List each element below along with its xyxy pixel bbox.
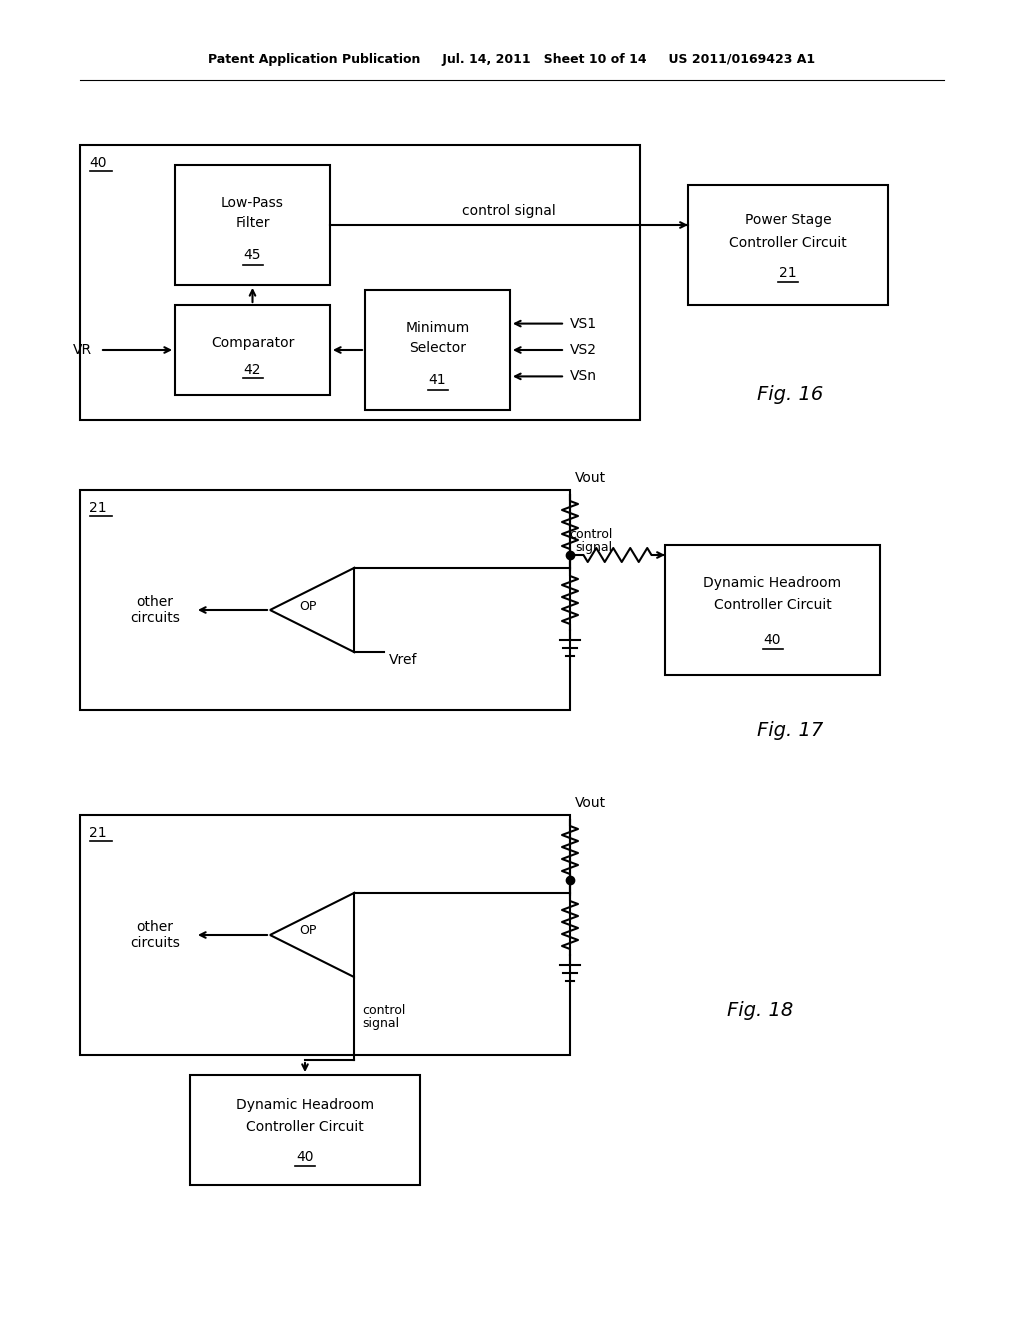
Text: Vref: Vref [389,653,418,667]
Text: Low-Pass: Low-Pass [221,195,284,210]
Text: 45: 45 [244,248,261,261]
Bar [688,185,888,305]
Text: Controller Circuit: Controller Circuit [729,236,847,249]
Text: control signal: control signal [462,205,556,218]
Bar [80,145,640,420]
Text: Vout: Vout [575,471,606,484]
Text: other
circuits: other circuits [130,595,180,626]
Text: 41: 41 [429,374,446,387]
Text: Comparator: Comparator [211,337,294,350]
Text: Vout: Vout [575,796,606,810]
Text: 40: 40 [89,156,106,170]
Text: control: control [569,528,612,541]
Text: Controller Circuit: Controller Circuit [246,1119,364,1134]
Text: OP: OP [299,599,316,612]
Text: Fig. 18: Fig. 18 [727,1001,794,1019]
Text: Dynamic Headroom: Dynamic Headroom [703,576,842,590]
Text: OP: OP [299,924,316,937]
Text: 21: 21 [779,267,797,280]
Text: Fig. 16: Fig. 16 [757,385,823,404]
Text: control: control [362,1005,406,1016]
Text: 21: 21 [89,826,106,840]
Bar [175,165,330,285]
Bar [365,290,510,411]
Text: 42: 42 [244,363,261,378]
Text: Filter: Filter [236,216,269,230]
Text: 40: 40 [296,1150,313,1164]
Text: Fig. 17: Fig. 17 [757,721,823,739]
Text: signal: signal [362,1016,399,1030]
Text: signal: signal [575,541,612,554]
Text: 40: 40 [764,634,781,647]
Bar [80,814,570,1055]
Text: VR: VR [73,343,92,356]
Bar [665,545,880,675]
Text: Dynamic Headroom: Dynamic Headroom [236,1098,374,1111]
Text: VS1: VS1 [570,317,597,330]
Text: VSn: VSn [570,370,597,383]
Text: Patent Application Publication     Jul. 14, 2011   Sheet 10 of 14     US 2011/01: Patent Application Publication Jul. 14, … [209,54,815,66]
Text: VS2: VS2 [570,343,597,356]
Bar [175,305,330,395]
Bar [190,1074,420,1185]
Text: Power Stage: Power Stage [744,213,831,227]
Text: Controller Circuit: Controller Circuit [714,598,831,612]
Text: Minimum: Minimum [406,321,470,335]
Text: other
circuits: other circuits [130,920,180,950]
Text: 21: 21 [89,502,106,515]
Bar [80,490,570,710]
Text: Selector: Selector [409,341,466,355]
